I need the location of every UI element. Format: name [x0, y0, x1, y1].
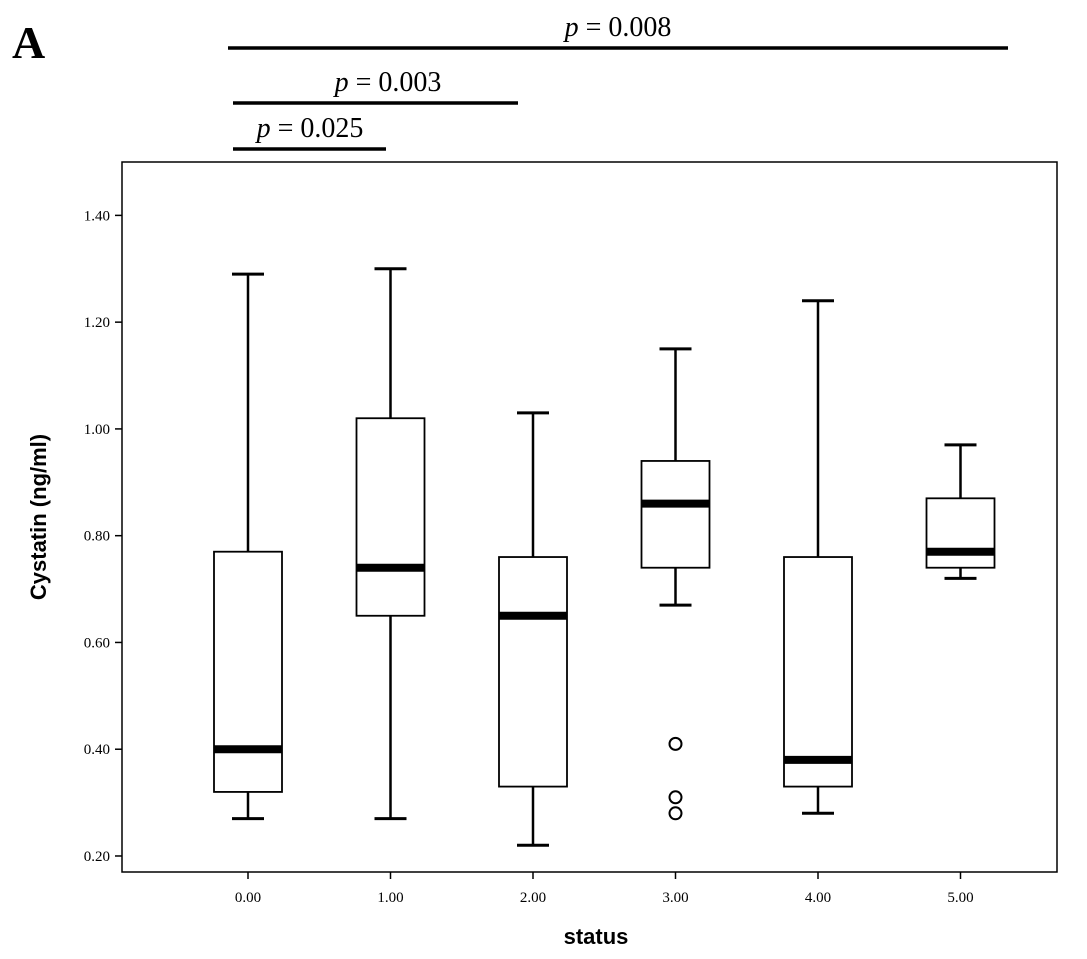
x-tick-label: 5.00: [947, 890, 973, 906]
y-tick-label: 1.20: [84, 315, 110, 331]
p-symbol: p: [255, 113, 271, 144]
x-tick-label: 4.00: [805, 890, 831, 906]
box-group: [925, 443, 996, 580]
p-value: = 0.003: [349, 67, 442, 98]
comparison-bracket: p = 0.003: [233, 67, 518, 105]
y-tick-label: 0.40: [84, 742, 110, 758]
p-value-label: p = 0.025: [255, 113, 364, 144]
box-group: [640, 347, 711, 821]
p-value: = 0.008: [579, 12, 672, 43]
box-iqr: [498, 556, 568, 788]
x-tick-label: 1.00: [377, 890, 403, 906]
outlier-point: [668, 806, 683, 821]
plot-frame: [121, 161, 1058, 873]
box-iqr: [925, 497, 996, 569]
box-group: [355, 267, 426, 821]
y-tick-label: 1.00: [84, 422, 110, 438]
x-tick-label: 0.00: [235, 890, 261, 906]
y-tick-label: 0.60: [84, 635, 110, 651]
comparison-bracket: p = 0.008: [228, 12, 1008, 50]
y-tick-label: 0.80: [84, 529, 110, 545]
p-symbol: p: [563, 12, 579, 43]
p-value-label: p = 0.008: [563, 12, 672, 43]
p-symbol: p: [333, 67, 349, 98]
p-value-label: p = 0.003: [333, 67, 442, 98]
outlier-point: [668, 790, 683, 805]
box-iqr: [355, 417, 426, 617]
box-group: [783, 299, 853, 815]
comparison-bracket: p = 0.025: [233, 113, 386, 151]
box-iqr: [213, 550, 283, 793]
x-axis: 0.00 1.00 2.00 3.00 4.00 5.00: [235, 872, 974, 906]
panel-label: A: [12, 17, 45, 68]
p-value: = 0.025: [271, 113, 364, 144]
box-iqr: [640, 460, 711, 569]
x-tick-label: 3.00: [662, 890, 688, 906]
outlier-point: [668, 736, 683, 751]
x-axis-label: status: [564, 924, 629, 949]
box-group: [213, 272, 283, 821]
y-axis: 0.20 0.40 0.60 0.80 1.00 1.20 1.40: [84, 208, 122, 865]
y-tick-label: 0.20: [84, 849, 110, 865]
y-tick-label: 1.40: [84, 208, 110, 224]
box-iqr: [783, 556, 853, 788]
box-group: [498, 411, 568, 847]
y-axis-label: Cystatin (ng/ml): [26, 434, 51, 600]
box-series: [213, 267, 996, 847]
x-tick-label: 2.00: [520, 890, 546, 906]
